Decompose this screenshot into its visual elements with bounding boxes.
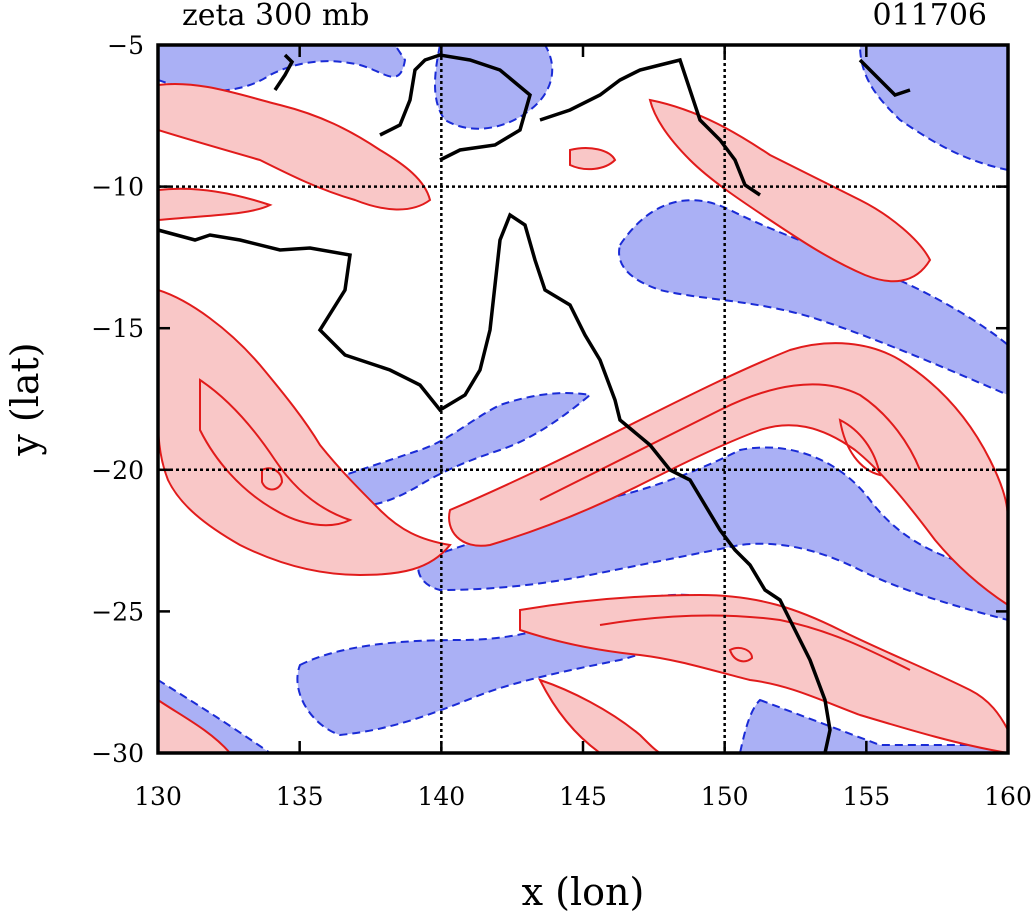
coastline-northeast (539, 57, 761, 197)
y-tick-labels: −5 −10 −15 −20 −25 −30 (91, 31, 144, 768)
positive-inner-contours (199, 378, 921, 671)
y-axis-title: y (lat) (3, 342, 47, 456)
date-label: 011706 (872, 0, 987, 33)
coastline (158, 212, 832, 753)
x-tick-label: 150 (701, 782, 749, 811)
inner-contour-south (599, 614, 911, 671)
y-tick-label: −20 (91, 456, 144, 485)
negative-region-north-center (434, 45, 554, 130)
grid-lines (158, 45, 1008, 753)
x-tick-label: 160 (984, 782, 1032, 811)
coastline-island-ne (858, 58, 911, 98)
coastline-north (379, 53, 532, 162)
positive-band-center (448, 342, 1008, 607)
axis-ticks (156, 43, 1010, 755)
positive-swirl-west (158, 288, 452, 577)
inner-contour-small (728, 647, 754, 663)
negative-region-east-center (618, 199, 1008, 397)
inner-contour-swirl (199, 378, 353, 527)
x-tick-label: 145 (559, 782, 607, 811)
coastline-island-nw (273, 53, 295, 91)
x-tick-labels: 130 135 140 145 150 155 160 (134, 782, 1032, 811)
negative-region-nw (158, 45, 407, 92)
positive-band-south (519, 593, 1008, 753)
negative-region-southeast (738, 698, 1008, 753)
y-tick-label: −5 (107, 31, 144, 60)
x-tick-label: 135 (276, 782, 324, 811)
y-tick-label: −10 (91, 173, 144, 202)
y-tick-label: −30 (91, 739, 144, 768)
y-tick-label: −15 (91, 314, 144, 343)
x-tick-label: 130 (134, 782, 182, 811)
x-axis-title: x (lon) (522, 870, 645, 913)
x-tick-label: 155 (842, 782, 890, 811)
positive-vorticity-regions (158, 83, 1008, 753)
positive-band-south-lower (538, 678, 662, 753)
y-tick-label: −25 (91, 597, 144, 626)
chart-title: zeta 300 mb (182, 0, 370, 33)
positive-patch-north (569, 147, 617, 171)
positive-band-ne (648, 98, 932, 283)
inner-contour-loop-east (838, 418, 882, 477)
positive-band-nw (158, 83, 432, 211)
negative-region-center-band (417, 446, 1008, 622)
positive-band-nw-edge (158, 187, 273, 222)
inner-contour-swirl-core (261, 467, 284, 491)
x-tick-label: 140 (417, 782, 465, 811)
contour-field (158, 45, 1008, 753)
inner-contour-band (539, 383, 921, 501)
negative-region-ne (858, 45, 1008, 172)
